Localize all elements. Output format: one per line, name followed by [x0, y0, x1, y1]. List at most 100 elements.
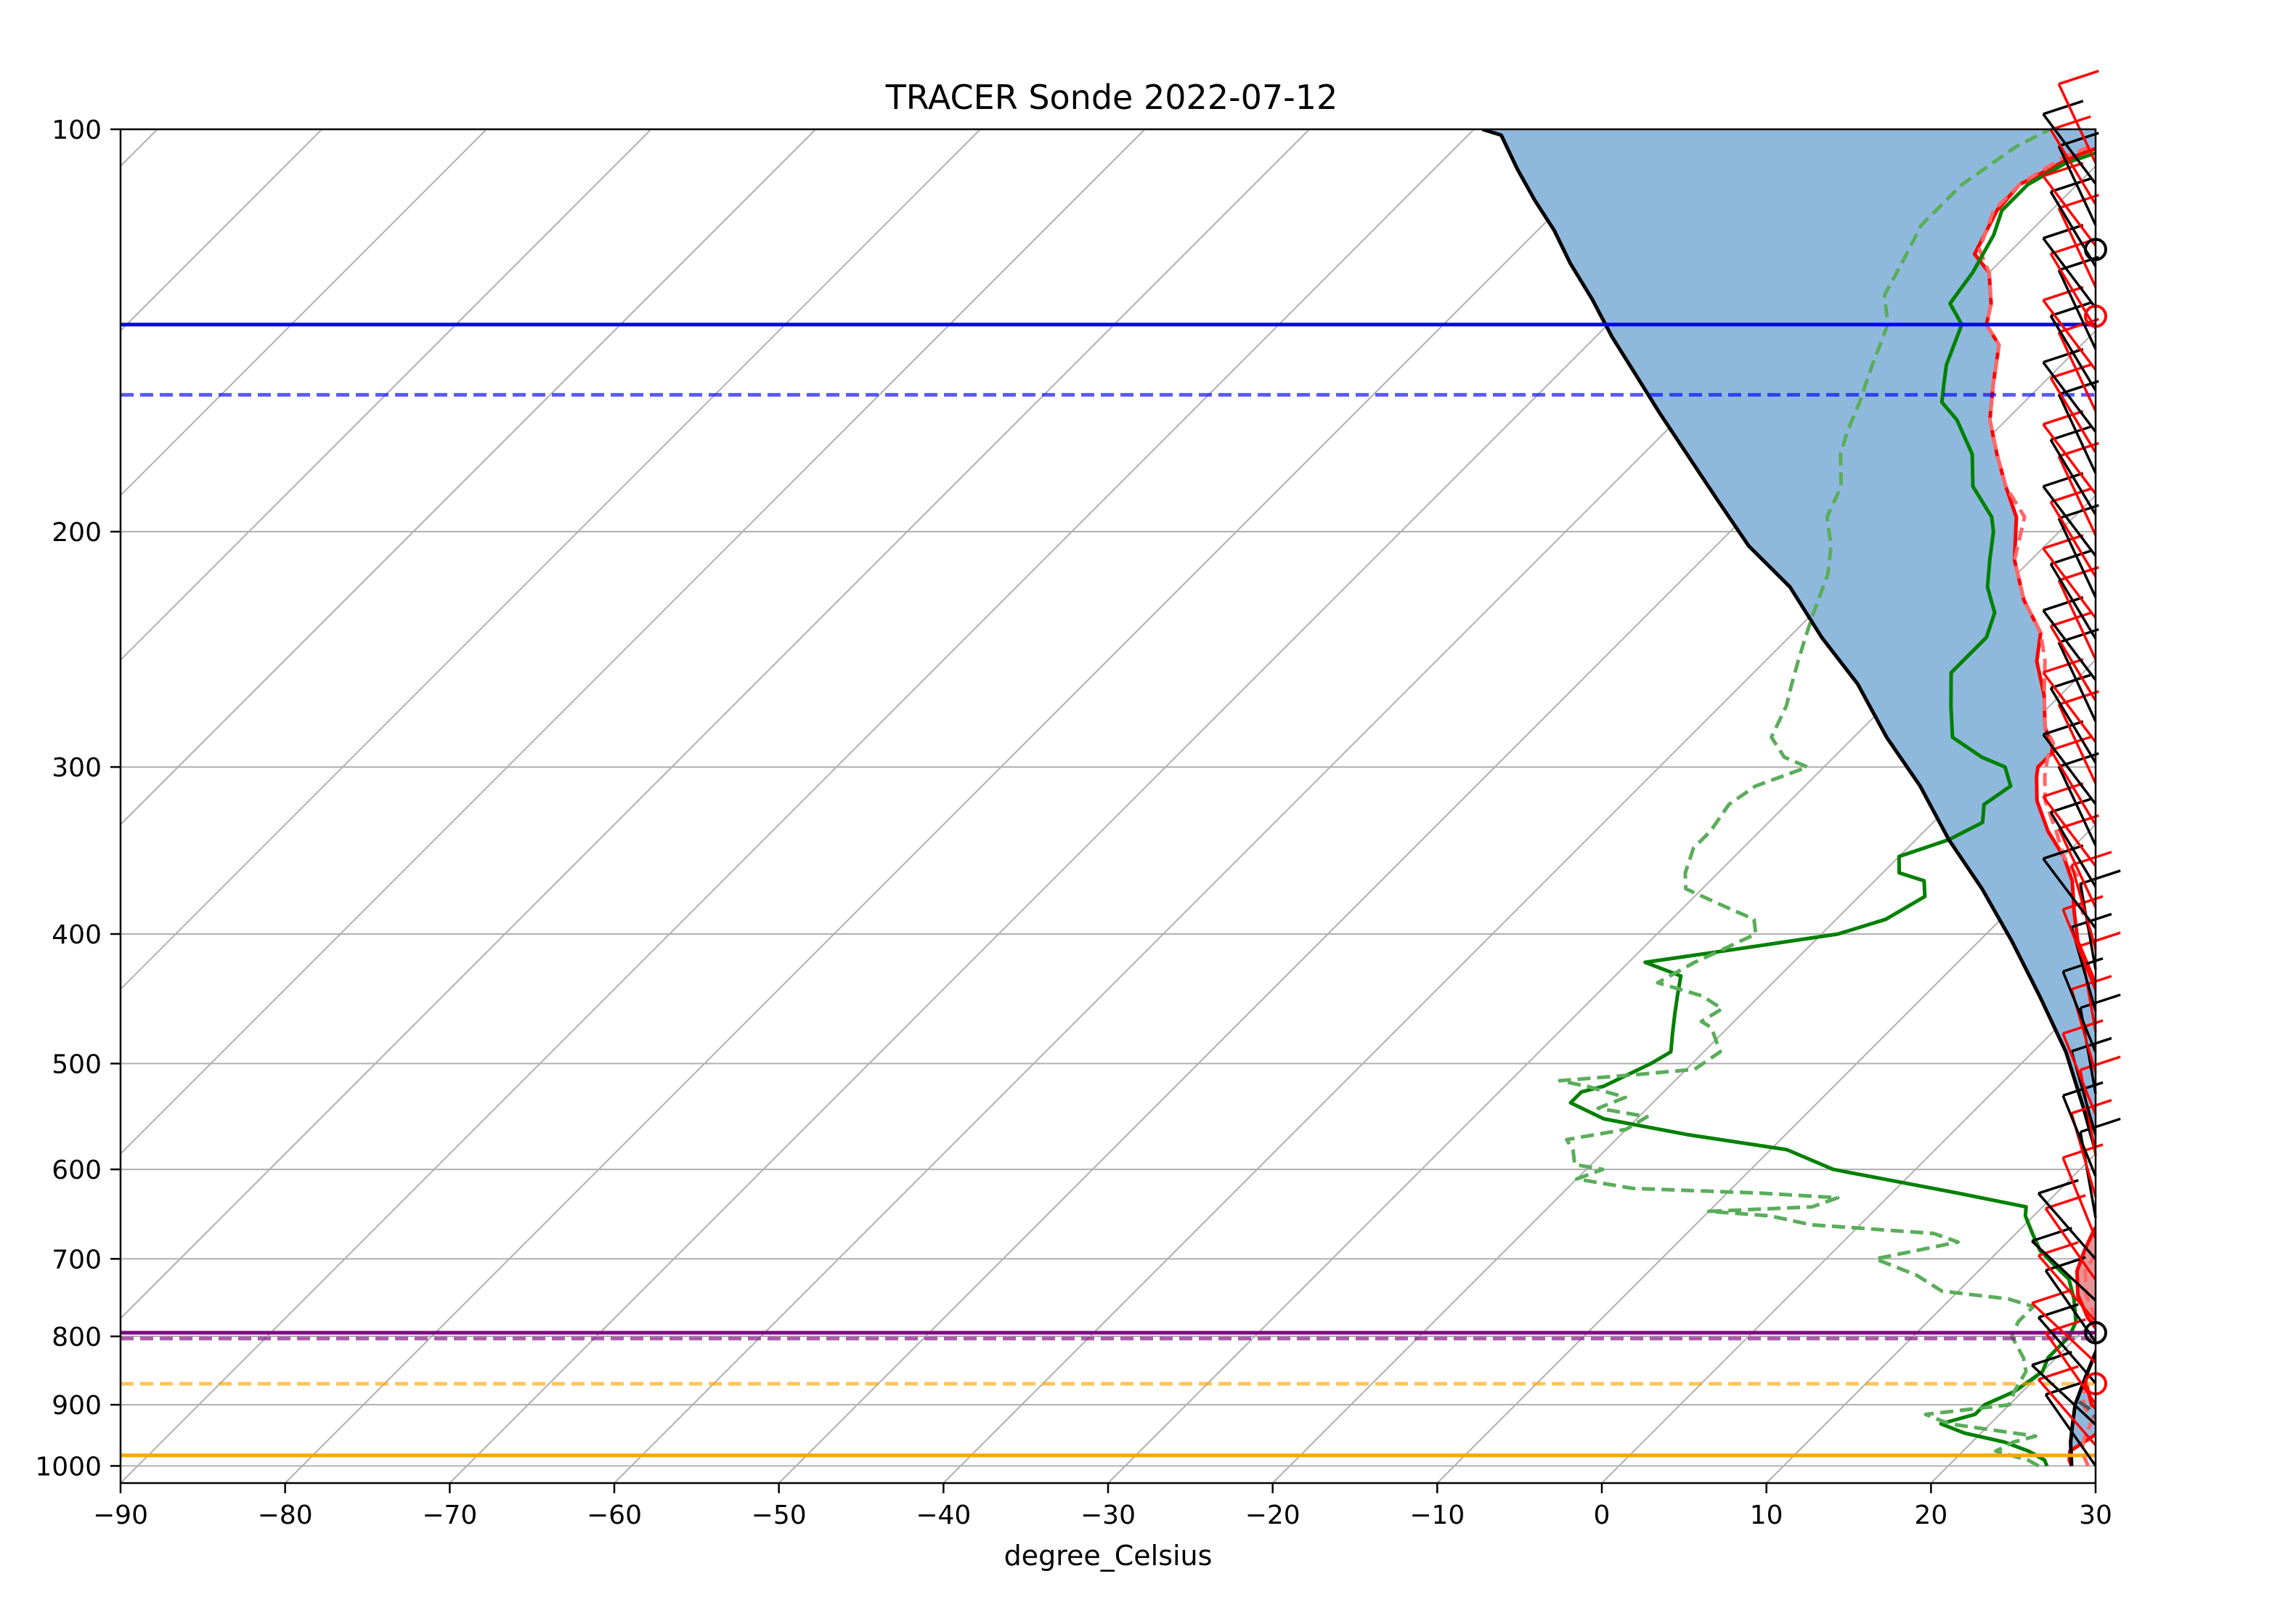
isotherm-gridline: [121, 129, 487, 497]
x-tick-label: −20: [1245, 1500, 1300, 1530]
wind-barb-staff: [2037, 1254, 2097, 1323]
wind-barb-staff: [2044, 1331, 2097, 1405]
wind-barb-flag: [2043, 844, 2084, 860]
x-tick-label: −60: [587, 1500, 642, 1530]
wind-barb-staff: [2049, 129, 2097, 206]
y-tick-label: 400: [52, 920, 102, 950]
wind-barb-flag: [2050, 797, 2091, 813]
x-tick-label: −80: [258, 1500, 313, 1530]
x-tick-label: 30: [2079, 1500, 2112, 1530]
y-tick-label: 600: [52, 1156, 102, 1185]
isotherm-gridline: [284, 129, 1640, 1483]
wind-barb-flag: [2050, 239, 2091, 256]
wind-barb-staff: [2042, 237, 2097, 309]
wind-barb-flag: [2031, 1227, 2072, 1243]
x-tick-label: −50: [752, 1500, 807, 1530]
wind-barb-staff: [2061, 1157, 2097, 1239]
wind-barb-staff: [2042, 734, 2097, 805]
wind-barb-flag: [2050, 612, 2091, 628]
wind-barb-staff: [2049, 625, 2097, 702]
chart-title: TRACER Sonde 2022-07-12: [885, 78, 1338, 117]
wind-barb-staff: [2031, 1364, 2097, 1426]
x-tick-label: −30: [1080, 1500, 1136, 1530]
wind-barb-staff: [2042, 423, 2097, 495]
wind-barb-staff: [2044, 1207, 2097, 1281]
wind-barb-staff: [2049, 687, 2097, 764]
wind-barb-flag: [2031, 1288, 2072, 1304]
wind-barb-staff: [2057, 145, 2097, 226]
x-tick-label: −90: [93, 1500, 148, 1530]
parcel-line: [1481, 129, 2096, 1466]
wind-barb-staff: [2049, 563, 2097, 640]
wind-barb-staff: [2042, 175, 2097, 247]
wind-barb-staff: [2049, 253, 2097, 330]
y-tick-label: 800: [52, 1323, 102, 1352]
isotherm-gridline: [943, 329, 2096, 1483]
wind-barb-staff: [2070, 864, 2097, 949]
isotherm-gridline: [1765, 1153, 2096, 1483]
wind-barb-flag: [2071, 850, 2112, 866]
wind-barb-staff: [2042, 795, 2097, 867]
x-tick-label: 20: [1914, 1500, 1947, 1530]
wind-barb-staff: [2042, 361, 2097, 433]
wind-barb-flag: [2043, 348, 2084, 364]
wind-barb-staff: [2057, 517, 2097, 598]
wind-barb-flag: [2050, 549, 2091, 566]
isotherm-gridline: [121, 129, 817, 826]
wind-barb-staff: [2042, 299, 2097, 371]
wind-barb-flag: [2050, 363, 2091, 379]
isotherm-gridline: [1107, 494, 2096, 1483]
wind-barb-staff: [2042, 547, 2097, 619]
wind-barb-staff: [2057, 269, 2097, 350]
y-tick-label: 500: [52, 1049, 102, 1079]
wind-barb-staff: [2057, 766, 2097, 846]
y-tick-label: 100: [52, 115, 102, 145]
wind-barb-flag: [2043, 161, 2084, 178]
wind-barb-staff: [2057, 641, 2097, 722]
wind-barb-flag: [2050, 736, 2091, 752]
wind-barb-staff: [2057, 580, 2097, 660]
wind-barb-staff: [2057, 455, 2097, 536]
y-tick-label: 700: [52, 1245, 102, 1275]
wind-barb-flag: [2080, 993, 2121, 1010]
wind-barb-staff: [2044, 1394, 2097, 1467]
wind-barb-flag: [2031, 1350, 2072, 1367]
x-tick-label: 0: [1594, 1500, 1611, 1530]
wind-barb-staff: [2037, 1192, 2097, 1260]
wind-barbs: [2031, 69, 2121, 1467]
wind-barb-flag: [2071, 912, 2112, 929]
wind-barb-staff: [2057, 83, 2097, 164]
wind-barb-flag: [2043, 285, 2084, 301]
wind-barb-staff: [2049, 314, 2097, 391]
wind-barb-flag: [2043, 720, 2084, 736]
isotherm-gridline: [449, 129, 1804, 1483]
wind-barb-flag: [2043, 471, 2084, 488]
wind-barb-flag: [2043, 782, 2084, 798]
wind-barb-staff: [2049, 439, 2097, 516]
wind-barb-staff: [2057, 331, 2097, 412]
wind-barb-staff: [2031, 1240, 2097, 1301]
wind-barb-flag: [2045, 1256, 2086, 1272]
x-tick-label: −40: [916, 1500, 971, 1530]
isotherm-gridline: [121, 129, 1146, 1156]
level-lines: [121, 322, 2096, 1458]
wind-barb-staff: [2031, 1301, 2097, 1364]
wind-barb-staff: [2037, 1316, 2097, 1384]
wind-barb-flag: [2045, 1380, 2086, 1396]
x-tick-label: −70: [422, 1500, 477, 1530]
wind-barb-staff: [2042, 671, 2097, 743]
isotherm-gridline: [121, 129, 981, 991]
wind-barb-staff: [2061, 1033, 2097, 1115]
wind-barb-staff: [2042, 609, 2097, 681]
wind-barb-flag: [2050, 425, 2091, 442]
y-tick-label: 1000: [35, 1452, 102, 1482]
wind-barb-flag: [2043, 100, 2084, 115]
wind-barb-flag: [2043, 596, 2084, 612]
wind-barb-flag: [2050, 115, 2091, 131]
wind-barb-staff: [2061, 909, 2097, 991]
wind-barb-flag: [2050, 487, 2091, 503]
wind-barb-flag: [2050, 177, 2091, 193]
wind-barb-staff: [2042, 113, 2097, 184]
wind-barb-flag: [2080, 931, 2121, 947]
wind-barb-staff: [2061, 970, 2097, 1053]
